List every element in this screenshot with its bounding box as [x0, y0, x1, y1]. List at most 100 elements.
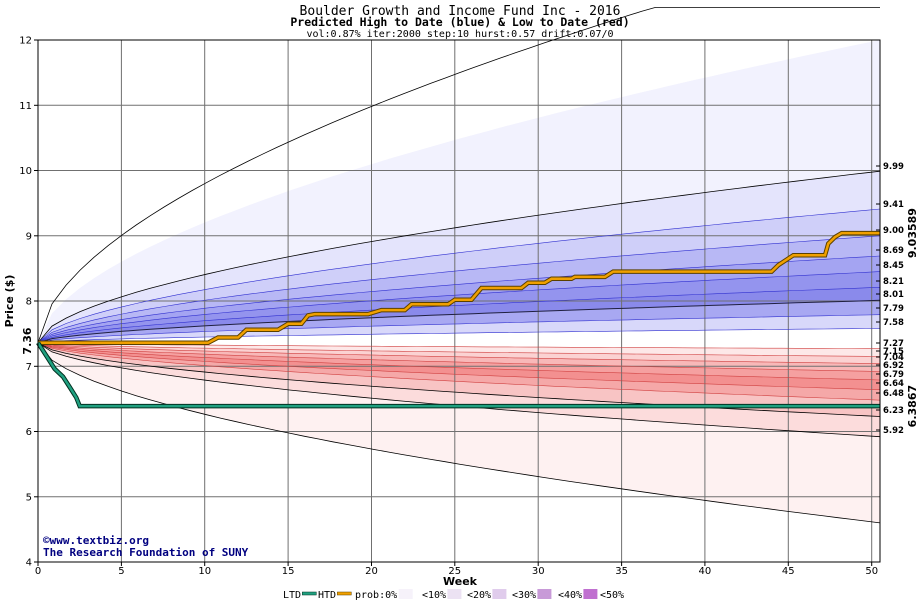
band-upper-4 — [38, 256, 880, 343]
quantile-label: 7.04 — [883, 353, 904, 363]
y-tick-label: 8 — [26, 297, 32, 308]
credit-website: ©www.textbiz.org — [43, 534, 149, 547]
legend-color-swatch — [537, 589, 552, 599]
quantile-label: 8.69 — [883, 246, 904, 256]
x-axis-ticks: 0 5 10 15 20 25 30 35 40 45 50 — [35, 562, 878, 577]
probability-bands — [38, 40, 880, 523]
price-paths — [36, 230, 880, 409]
legend-item-label: HTD — [318, 590, 336, 600]
band-upper-3 — [38, 235, 880, 343]
band-upper-1 — [38, 171, 880, 343]
boundary-line-upper — [37, 271, 881, 344]
quantile-boundary-lines — [37, 7, 881, 524]
htd-value-label: 9.03589 — [906, 208, 919, 258]
boundary-line-lower — [37, 342, 881, 401]
legend-line-swatch — [302, 591, 317, 596]
quantile-label: 7.79 — [883, 304, 904, 314]
legend-item-label: <40% — [558, 590, 582, 600]
legend-item-label: prob:0% — [355, 590, 397, 600]
x-tick-label: 5 — [118, 566, 124, 577]
y-tick-label: 6 — [26, 427, 32, 438]
quantile-label: 9.99 — [883, 162, 904, 172]
legend-item-label: <10% — [422, 590, 446, 600]
x-tick-label: 0 — [35, 566, 41, 577]
x-tick-label: 35 — [615, 566, 628, 577]
quantile-labels: 9.99 9.41 9.00 8.69 8.45 8.21 8.01 7.79 7.58 7.27… — [876, 162, 904, 436]
band-upper-2 — [38, 209, 880, 343]
quantile-label: 5.92 — [883, 426, 904, 436]
boundary-line-lower — [37, 342, 881, 417]
boundary-line-lower — [37, 342, 881, 357]
x-tick-label: 10 — [198, 566, 211, 577]
legend: LTD HTD prob:0% <10% <20% <30% <40% <50% — [283, 589, 624, 600]
legend-color-swatch — [398, 589, 413, 599]
boundary-line-lower — [37, 342, 881, 364]
y-tick-label: 11 — [19, 101, 32, 112]
legend-line-swatch — [337, 591, 352, 596]
boundary-line-upper — [37, 235, 881, 344]
chart-params: vol:0.87% iter:2000 step:10 hurst:0.57 d… — [306, 29, 613, 40]
quantile-label: 9.00 — [883, 226, 904, 236]
legend-color-swatch — [447, 589, 462, 599]
band-lower-8 — [38, 342, 880, 523]
band-lower-1 — [38, 342, 880, 364]
boundary-line-upper — [37, 208, 881, 344]
quantile-label: 7.58 — [883, 318, 904, 328]
boundary-line-upper — [37, 328, 881, 344]
y-tick-label: 9 — [26, 231, 32, 242]
x-tick-label: 15 — [282, 566, 295, 577]
quantile-label: 6.23 — [883, 406, 904, 416]
quantile-label: 7.15 — [883, 347, 904, 357]
band-lower-0 — [38, 342, 880, 357]
quantile-label: 8.21 — [883, 277, 904, 287]
quantile-label: 6.64 — [883, 379, 904, 389]
legend-item-label: <50% — [600, 590, 624, 600]
boundary-line-lower — [37, 342, 881, 381]
credit-organization: The Research Foundation of SUNY — [43, 546, 249, 559]
legend-item-label: <30% — [512, 590, 536, 600]
legend-item-label: LTD — [283, 590, 301, 600]
boundary-line-upper — [37, 255, 881, 344]
y-tick-label: 5 — [26, 492, 32, 503]
x-tick-label: 40 — [699, 566, 712, 577]
htd-line — [38, 231, 880, 345]
y-tick-label: 10 — [19, 166, 32, 177]
band-upper-5 — [38, 271, 880, 343]
boundary-line-upper — [37, 299, 881, 344]
band-lower-2 — [38, 342, 880, 372]
quantile-label: 8.45 — [883, 261, 904, 271]
band-upper-0 — [38, 40, 880, 343]
quantile-label: 8.01 — [883, 290, 904, 300]
legend-color-swatch — [583, 589, 598, 599]
chart-subtitle: Predicted High to Date (blue) & Low to D… — [290, 15, 629, 29]
boundary-line-lower — [37, 342, 881, 390]
start-price-label: 7.36 — [21, 327, 34, 354]
ltd-value-label: 6.3867 — [906, 385, 919, 427]
boundary-line-upper — [37, 314, 881, 344]
quantile-label: 6.92 — [883, 361, 904, 371]
quantile-label: 6.79 — [883, 370, 904, 380]
legend-color-swatch — [492, 589, 507, 599]
quantile-label: 6.48 — [883, 389, 904, 399]
quantile-label: 7.27 — [883, 339, 904, 349]
quantile-label: 9.41 — [883, 200, 904, 210]
band-lower-4 — [38, 342, 880, 390]
band-lower-5 — [38, 342, 880, 401]
x-tick-label: 25 — [448, 566, 461, 577]
band-upper-7 — [38, 300, 880, 343]
chart-title: Boulder Growth and Income Fund Inc - 201… — [300, 4, 621, 19]
ltd-line — [36, 342, 880, 408]
x-tick-label: 30 — [532, 566, 545, 577]
x-tick-label: 45 — [782, 566, 795, 577]
boundary-line-upper-max — [37, 7, 880, 343]
band-upper-8 — [38, 314, 880, 343]
legend-item-label: <20% — [467, 590, 491, 600]
y-axis-ticks: 4 5 6 7 8 9 10 11 12 — [19, 36, 38, 569]
boundary-line-upper — [37, 287, 881, 344]
y-axis-title: Price ($) — [3, 275, 16, 328]
x-axis-title: Week — [443, 575, 478, 588]
band-lower-7 — [38, 342, 880, 437]
band-lower-3 — [38, 342, 880, 380]
x-tick-label: 20 — [365, 566, 378, 577]
